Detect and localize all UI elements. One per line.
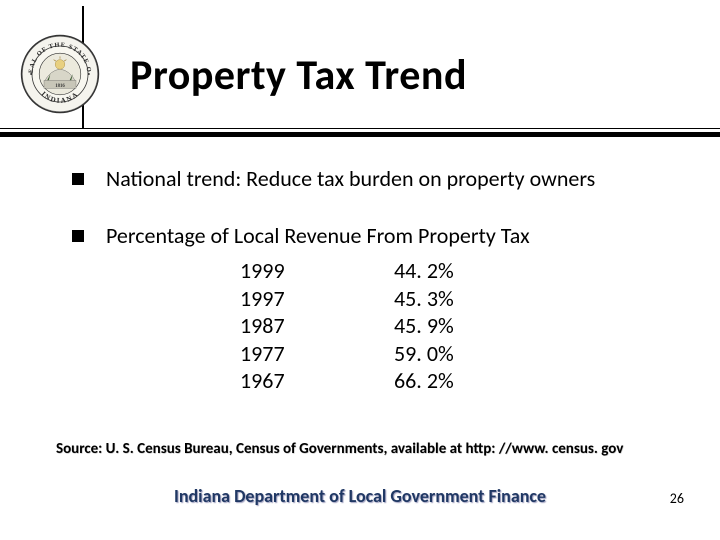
bullet-item: National trend: Reduce tax burden on pro…	[72, 165, 680, 192]
table-row: 1987 45. 9%	[240, 312, 680, 340]
content-region: National trend: Reduce tax burden on pro…	[72, 165, 680, 395]
footer-org: Indiana Department of Local Government F…	[0, 485, 720, 507]
bullet-text: Percentage of Local Revenue From Propert…	[106, 222, 530, 249]
state-seal-icon: SEAL OF THE STATE OF INDIANA 1816	[20, 34, 100, 114]
year-cell: 1967	[240, 367, 394, 395]
square-bullet-icon	[72, 173, 84, 185]
data-table: 1999 44. 2% 1997 45. 3% 1987 45. 9% 1977…	[240, 257, 680, 395]
svg-text:1816: 1816	[55, 84, 65, 89]
table-row: 1999 44. 2%	[240, 257, 680, 285]
table-row: 1997 45. 3%	[240, 285, 680, 313]
year-cell: 1987	[240, 312, 394, 340]
value-cell: 45. 9%	[394, 312, 454, 340]
horizontal-rules	[0, 128, 720, 137]
value-cell: 59. 0%	[394, 340, 454, 368]
value-cell: 44. 2%	[394, 257, 454, 285]
slide-title: Property Tax Trend	[130, 50, 467, 101]
year-cell: 1999	[240, 257, 394, 285]
bullet-text: National trend: Reduce tax burden on pro…	[106, 165, 595, 192]
page-number: 26	[670, 490, 684, 507]
table-row: 1977 59. 0%	[240, 340, 680, 368]
bullet-item: Percentage of Local Revenue From Propert…	[72, 222, 680, 249]
year-cell: 1997	[240, 285, 394, 313]
source-citation: Source: U. S. Census Bureau, Census of G…	[56, 440, 623, 458]
square-bullet-icon	[72, 230, 84, 242]
value-cell: 45. 3%	[394, 285, 454, 313]
table-row: 1967 66. 2%	[240, 367, 680, 395]
header-region: SEAL OF THE STATE OF INDIANA 1816 Proper	[0, 0, 720, 135]
value-cell: 66. 2%	[394, 367, 454, 395]
year-cell: 1977	[240, 340, 394, 368]
